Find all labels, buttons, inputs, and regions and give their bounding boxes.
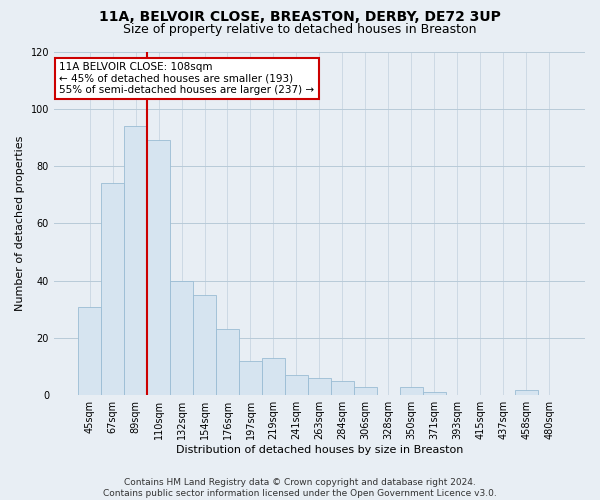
Bar xyxy=(193,295,216,396)
Text: Size of property relative to detached houses in Breaston: Size of property relative to detached ho… xyxy=(123,22,477,36)
Bar xyxy=(101,184,124,396)
Bar xyxy=(331,381,354,396)
Bar xyxy=(515,390,538,396)
X-axis label: Distribution of detached houses by size in Breaston: Distribution of detached houses by size … xyxy=(176,445,463,455)
Text: 11A, BELVOIR CLOSE, BREASTON, DERBY, DE72 3UP: 11A, BELVOIR CLOSE, BREASTON, DERBY, DE7… xyxy=(99,10,501,24)
Bar xyxy=(147,140,170,396)
Bar xyxy=(423,392,446,396)
Bar xyxy=(170,280,193,396)
Bar xyxy=(216,330,239,396)
Bar xyxy=(239,361,262,396)
Bar xyxy=(308,378,331,396)
Bar xyxy=(124,126,147,396)
Text: 11A BELVOIR CLOSE: 108sqm
← 45% of detached houses are smaller (193)
55% of semi: 11A BELVOIR CLOSE: 108sqm ← 45% of detac… xyxy=(59,62,314,95)
Bar xyxy=(78,306,101,396)
Bar xyxy=(285,376,308,396)
Bar xyxy=(262,358,285,396)
Bar xyxy=(354,386,377,396)
Text: Contains HM Land Registry data © Crown copyright and database right 2024.
Contai: Contains HM Land Registry data © Crown c… xyxy=(103,478,497,498)
Bar xyxy=(400,386,423,396)
Y-axis label: Number of detached properties: Number of detached properties xyxy=(15,136,25,311)
